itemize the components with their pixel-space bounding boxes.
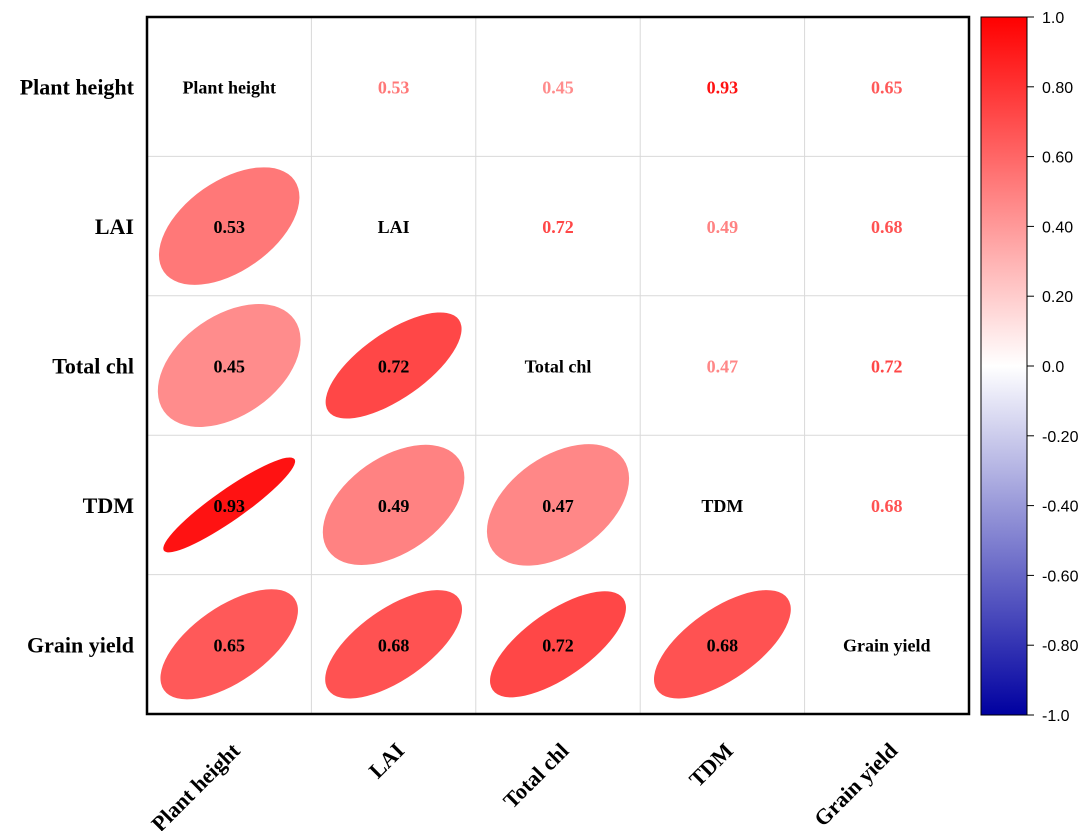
correlation-value: 0.49 xyxy=(707,217,739,237)
plot-frame xyxy=(145,15,971,716)
ellipse-value-label: 0.68 xyxy=(707,635,739,655)
column-label: Total chl xyxy=(498,738,573,813)
ellipse-value-label: 0.72 xyxy=(542,635,574,655)
ellipse-value-label: 0.47 xyxy=(542,496,574,516)
correlation-ellipse xyxy=(157,304,301,427)
ellipse-value-label: 0.49 xyxy=(378,496,410,516)
correlation-ellipse xyxy=(163,457,296,553)
colorbar-tick-label: -0.80 xyxy=(1042,638,1079,655)
correlation-ellipse xyxy=(490,591,626,698)
column-label: TDM xyxy=(684,738,738,792)
column-label: Grain yield xyxy=(809,738,902,831)
correlation-value: 0.72 xyxy=(871,357,903,377)
correlation-value: 0.45 xyxy=(542,78,574,98)
correlation-ellipse xyxy=(325,312,462,419)
ellipse-value-label: 0.53 xyxy=(213,217,245,237)
colorbar-tick-label: 0.60 xyxy=(1042,150,1073,167)
row-label: TDM xyxy=(83,493,135,518)
ellipse-value-label: 0.93 xyxy=(213,496,245,516)
diagonal-variable-label: Plant height xyxy=(182,78,276,98)
colorbar-tick-label: -0.60 xyxy=(1042,568,1079,585)
diagonal-variable-label: Grain yield xyxy=(843,635,931,655)
colorbar-tick-label: 0.0 xyxy=(1042,359,1064,376)
colorbar-tick-label: -0.40 xyxy=(1042,499,1079,516)
correlation-ellipse xyxy=(158,167,300,285)
diagonal-variable-label: LAI xyxy=(378,217,410,237)
colorbar-tick-label: 0.40 xyxy=(1042,219,1073,236)
correlation-value: 0.72 xyxy=(542,217,574,237)
colorbar-tick-label: 0.20 xyxy=(1042,289,1073,306)
correlation-ellipse xyxy=(486,444,630,566)
row-label: LAI xyxy=(95,214,134,239)
column-label: LAI xyxy=(364,738,409,783)
colorbar-ticks: 1.0 0.80 0.60 0.40 0.20 0.0 -0.20 -0.40 -0.60 -0.… xyxy=(1027,10,1079,725)
ellipse-value-label: 0.65 xyxy=(213,635,245,655)
colorbar-tick-label: -0.20 xyxy=(1042,429,1079,446)
correlation-ellipse xyxy=(322,444,465,565)
cells: Plant height 0.53 0.45 0.93 0.65 0.53 LAI 0.72 0… xyxy=(157,78,931,700)
ellipse-value-label: 0.45 xyxy=(213,357,245,377)
colorbar-tick-label: 1.0 xyxy=(1042,10,1064,27)
correlation-ellipse xyxy=(160,589,298,700)
correlation-value: 0.68 xyxy=(871,496,903,516)
row-label: Grain yield xyxy=(27,632,134,657)
correlation-value: 0.93 xyxy=(707,78,739,98)
correlation-ellipse xyxy=(325,590,463,699)
colorbar-tick-label: -1.0 xyxy=(1042,708,1070,725)
ellipse-value-label: 0.68 xyxy=(378,635,410,655)
correlation-value: 0.65 xyxy=(871,78,903,98)
diagonal-variable-label: Total chl xyxy=(525,357,592,377)
diagonal-variable-label: TDM xyxy=(701,496,743,516)
ellipse-value-label: 0.72 xyxy=(378,357,410,377)
row-label: Plant height xyxy=(20,75,135,100)
correlation-value: 0.53 xyxy=(378,78,410,98)
colorbar xyxy=(980,16,1028,716)
correlation-value: 0.68 xyxy=(871,217,903,237)
column-label: Plant height xyxy=(146,737,245,831)
grid-lines xyxy=(147,17,969,714)
correlation-ellipse xyxy=(653,590,791,699)
colorbar-tick-label: 0.80 xyxy=(1042,80,1073,97)
correlation-value: 0.47 xyxy=(707,357,739,377)
row-label: Total chl xyxy=(52,354,134,379)
